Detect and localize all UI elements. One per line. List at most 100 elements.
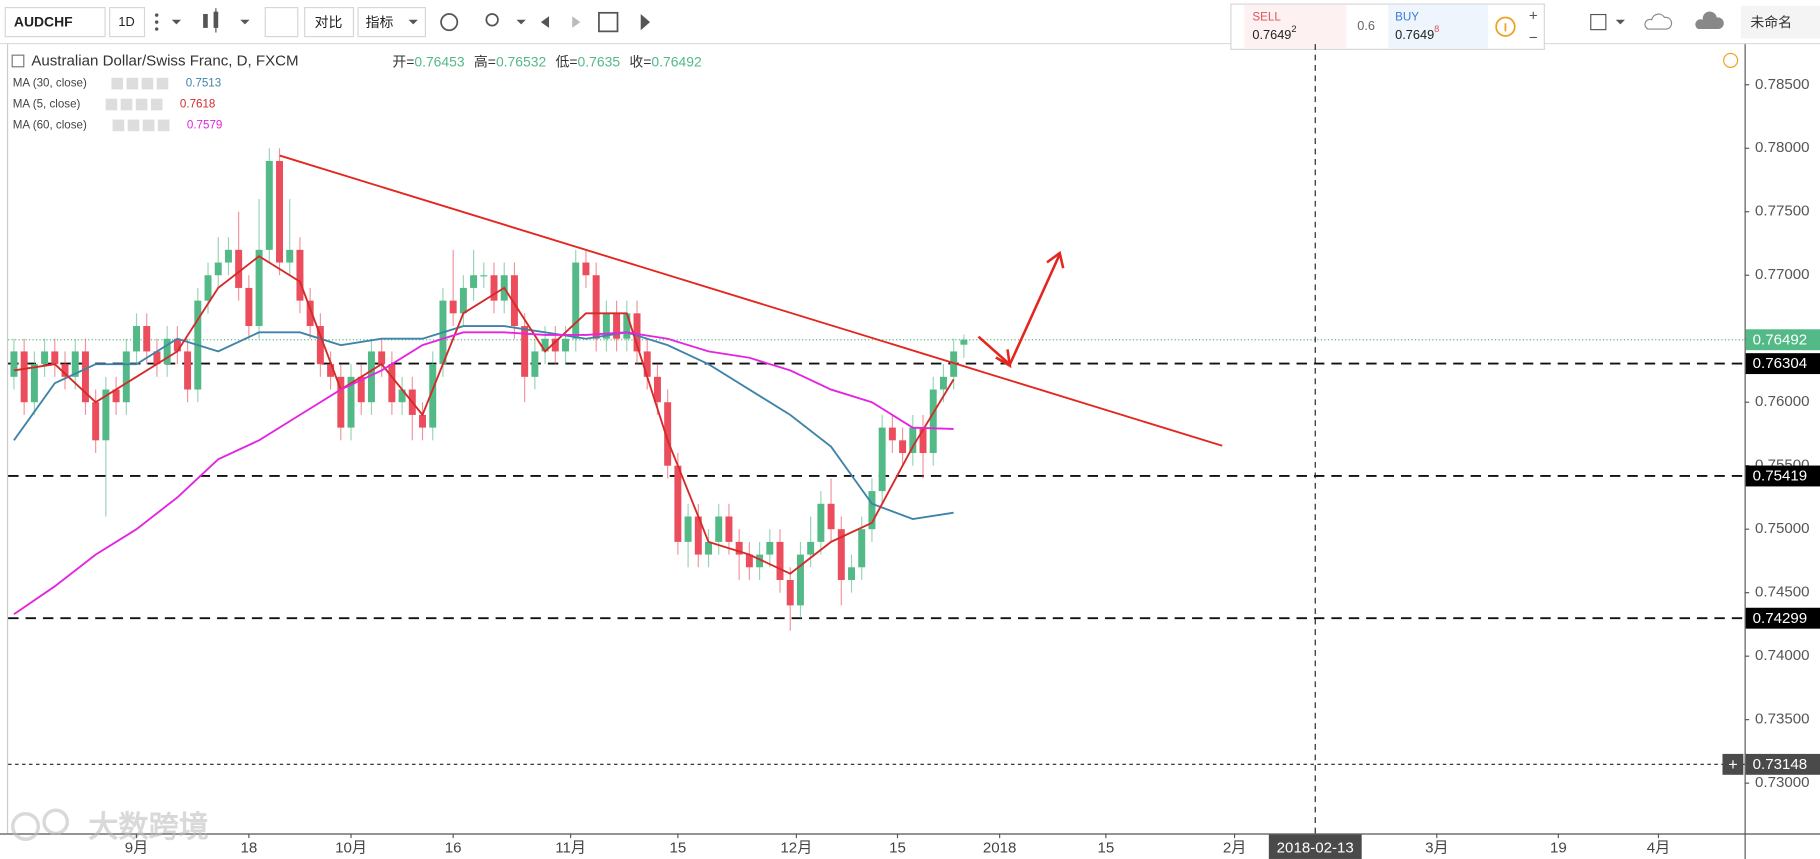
x-tick-label: 9月 bbox=[125, 840, 148, 857]
candle-body bbox=[929, 389, 937, 454]
candle-body bbox=[459, 287, 467, 314]
x-tick-label: 15 bbox=[1097, 840, 1114, 857]
y-tick-label: 0.77000 bbox=[1755, 266, 1810, 283]
candle-body bbox=[633, 313, 641, 352]
candle-body bbox=[214, 262, 222, 276]
candle-body bbox=[807, 541, 815, 555]
candle-body bbox=[562, 338, 570, 352]
sell-price-sup: 2 bbox=[1291, 25, 1296, 35]
cloud-upload-icon[interactable] bbox=[1695, 11, 1724, 30]
trend-line bbox=[279, 154, 1223, 447]
ohlc-value: 0.76453 bbox=[414, 53, 465, 69]
price-tag bbox=[1745, 753, 1820, 775]
buy-price[interactable]: 0.76498 bbox=[1395, 25, 1439, 43]
candle-body bbox=[848, 567, 856, 580]
candle-body bbox=[10, 351, 18, 377]
ma-legend-button bbox=[127, 119, 140, 132]
indicators-button[interactable] bbox=[357, 7, 426, 38]
sell-label[interactable]: SELL bbox=[1252, 11, 1281, 24]
x-tick-label: 4月 bbox=[1647, 840, 1670, 857]
collapse-button[interactable] bbox=[11, 54, 25, 68]
interval[interactable]: 1D bbox=[118, 14, 134, 29]
candle-body bbox=[61, 364, 69, 377]
ma-legend-button bbox=[142, 119, 155, 132]
layout-arrow bbox=[1615, 19, 1625, 25]
layout-name[interactable]: 未命名 bbox=[1750, 14, 1792, 30]
settings-button[interactable] bbox=[264, 7, 299, 38]
layout-name-box[interactable] bbox=[1741, 5, 1820, 39]
cloud-icon[interactable] bbox=[1644, 13, 1673, 30]
candle-body bbox=[51, 351, 59, 365]
layout-button[interactable] bbox=[1590, 13, 1607, 31]
candle-body bbox=[950, 351, 958, 377]
candle-body bbox=[858, 529, 866, 568]
candle-body bbox=[909, 427, 917, 454]
candle-body bbox=[316, 326, 324, 365]
plus-button[interactable]: + bbox=[1529, 7, 1538, 24]
compare-button[interactable] bbox=[304, 7, 355, 38]
candle-body bbox=[756, 554, 764, 568]
candle-body bbox=[899, 440, 907, 454]
ma-legend-button bbox=[150, 98, 163, 111]
candle-body bbox=[531, 351, 539, 377]
candle-body bbox=[510, 275, 518, 327]
candle-body bbox=[102, 389, 110, 441]
candle-body bbox=[694, 516, 702, 555]
candle-body bbox=[664, 402, 672, 466]
sell-button[interactable] bbox=[1244, 4, 1347, 49]
price-tag-label: 0.75419 bbox=[1753, 468, 1808, 485]
arrow-down bbox=[977, 335, 1011, 366]
symbol[interactable]: AUDCHF bbox=[14, 13, 73, 29]
symbol-box[interactable] bbox=[4, 7, 106, 38]
ma-legend-button bbox=[157, 119, 170, 132]
buy-label[interactable]: BUY bbox=[1395, 11, 1419, 24]
ma-legend-value: 0.7618 bbox=[180, 98, 215, 111]
candle-body bbox=[715, 516, 723, 542]
candle-body bbox=[419, 414, 427, 428]
ma-legend-name: MA (30, close) bbox=[13, 77, 87, 90]
indicators[interactable]: 指标 bbox=[366, 14, 394, 30]
y-tick-label: 0.74500 bbox=[1755, 584, 1810, 601]
price-tag bbox=[1745, 353, 1820, 375]
x-tick-label: 15 bbox=[669, 840, 686, 857]
ma-legend-name: MA (60, close) bbox=[13, 118, 87, 131]
ma-legend-value: 0.7513 bbox=[186, 77, 221, 90]
candle-body bbox=[296, 249, 304, 301]
candle-body bbox=[71, 351, 79, 377]
candle-body bbox=[919, 427, 927, 454]
arrow-down-head bbox=[995, 349, 1012, 369]
price-tag bbox=[1745, 329, 1820, 351]
y-tick-label: 0.73000 bbox=[1755, 774, 1810, 791]
candle-body bbox=[582, 262, 590, 276]
candle-body bbox=[521, 326, 529, 377]
candle-body bbox=[837, 529, 845, 580]
candle-body bbox=[204, 275, 212, 301]
plot bbox=[8, 44, 1745, 834]
candle-body bbox=[255, 249, 263, 327]
candle-body bbox=[367, 351, 375, 403]
candle-body bbox=[112, 389, 120, 403]
candle-body bbox=[235, 249, 243, 288]
sell-price[interactable]: 0.76492 bbox=[1252, 25, 1296, 43]
info-icon[interactable] bbox=[1495, 16, 1516, 37]
candle-body bbox=[776, 541, 784, 580]
candle-body bbox=[224, 249, 232, 263]
candle-body bbox=[276, 160, 284, 263]
candle-body bbox=[766, 541, 774, 555]
legend: 开=0.76453 高=0.76532 低=0.7635 收=0.76492 MA (3… bbox=[13, 53, 702, 131]
candle-body bbox=[868, 491, 876, 530]
buy-button[interactable] bbox=[1388, 4, 1489, 49]
compare[interactable]: 对比 bbox=[315, 14, 343, 30]
interval-box[interactable] bbox=[109, 7, 146, 38]
crosshair-date-label: 2018-02-13 bbox=[1277, 840, 1354, 857]
x-tick-label: 3月 bbox=[1425, 840, 1448, 857]
buy-price-main: 0.7649 bbox=[1395, 27, 1434, 42]
minus-button[interactable]: − bbox=[1529, 29, 1538, 46]
candle-body bbox=[357, 376, 365, 403]
candle-body bbox=[41, 351, 49, 365]
ohlc-value: 0.7635 bbox=[578, 53, 621, 69]
candle-body bbox=[173, 338, 181, 352]
alert-icon bbox=[1723, 52, 1739, 68]
candle-body bbox=[602, 313, 610, 339]
